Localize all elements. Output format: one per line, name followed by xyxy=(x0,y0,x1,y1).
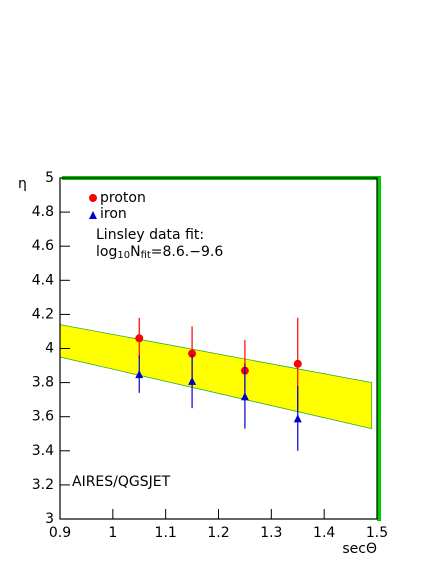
y-tick-label: 4.8 xyxy=(32,204,54,220)
y-tick-label: 4.2 xyxy=(32,306,54,322)
x-tick-label: 1.4 xyxy=(313,525,335,541)
y-axis-label: η xyxy=(18,176,27,192)
y-tick-label: 3 xyxy=(45,511,54,527)
legend-marker xyxy=(89,211,97,219)
y-tick-label: 4.4 xyxy=(32,272,54,288)
data-point xyxy=(135,334,144,343)
x-tick-label: 1.2 xyxy=(207,525,229,541)
fit-log: log xyxy=(96,244,117,260)
data-point xyxy=(188,376,197,385)
x-tick-label: 1.3 xyxy=(260,525,282,541)
data-point xyxy=(293,414,302,423)
legend-marker xyxy=(89,194,97,202)
annotation: AIRES/QGSJET xyxy=(72,474,171,490)
y-tick-label: 3.2 xyxy=(32,477,54,493)
fit-range: =8.6.−9.6 xyxy=(151,244,224,260)
legend-label: proton xyxy=(100,190,146,206)
data-point xyxy=(293,359,302,368)
fit-band xyxy=(59,324,373,430)
data-point xyxy=(135,370,144,379)
y-tick-label: 5 xyxy=(45,170,54,186)
y-tick-label: 3.4 xyxy=(32,443,54,459)
fit-n-sub: fit xyxy=(141,250,151,261)
fit-formula: log10Nfit=8.6.−9.6 xyxy=(96,244,223,261)
y-tick-label: 3.8 xyxy=(32,375,54,391)
y-tick-label: 4.6 xyxy=(32,238,54,254)
x-tick-label: 1.1 xyxy=(155,525,177,541)
fit-log-base: 10 xyxy=(117,250,130,261)
x-tick-label: 0.9 xyxy=(49,525,71,541)
fit-n: N xyxy=(130,244,140,260)
y-tick-label: 4 xyxy=(45,341,54,357)
data-point xyxy=(240,392,249,401)
legend-label: iron xyxy=(100,206,127,222)
x-tick-label: 1 xyxy=(108,525,117,541)
x-axis-label: secΘ xyxy=(342,541,377,557)
x-tick-label: 1.5 xyxy=(366,525,388,541)
fit-title: Linsley data fit: xyxy=(96,227,204,243)
y-tick-label: 3.6 xyxy=(32,409,54,425)
